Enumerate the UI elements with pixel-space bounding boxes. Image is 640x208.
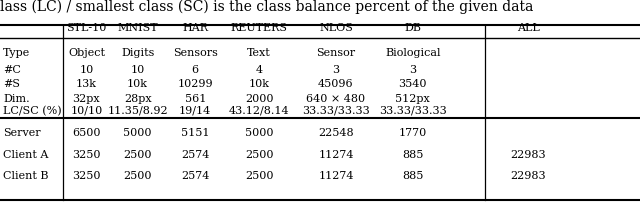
Text: 28px: 28px	[124, 94, 152, 104]
Text: MNIST: MNIST	[117, 23, 158, 33]
Text: 22548: 22548	[318, 128, 354, 138]
Text: Server: Server	[3, 128, 41, 138]
Text: 561: 561	[184, 94, 206, 104]
Text: 3540: 3540	[399, 79, 427, 89]
Text: 2500: 2500	[245, 150, 273, 160]
Text: 6: 6	[191, 65, 199, 75]
Text: 33.33/33.33: 33.33/33.33	[302, 106, 370, 116]
Text: 13k: 13k	[76, 79, 97, 89]
Text: 10k: 10k	[127, 79, 148, 89]
Text: 3: 3	[409, 65, 417, 75]
Text: Object: Object	[68, 48, 105, 58]
Text: 512px: 512px	[396, 94, 430, 104]
Text: 43.12/8.14: 43.12/8.14	[229, 106, 289, 116]
Text: #S: #S	[3, 79, 20, 89]
Text: #C: #C	[3, 65, 21, 75]
Text: 5151: 5151	[181, 128, 209, 138]
Text: 11.35/8.92: 11.35/8.92	[108, 106, 168, 116]
Text: 10/10: 10/10	[70, 106, 102, 116]
Text: REUTERS: REUTERS	[230, 23, 288, 33]
Text: Dim.: Dim.	[3, 94, 30, 104]
Text: 22983: 22983	[510, 171, 546, 181]
Text: 640 × 480: 640 × 480	[307, 94, 365, 104]
Text: 32px: 32px	[72, 94, 100, 104]
Text: 10k: 10k	[249, 79, 269, 89]
Text: 3: 3	[332, 65, 340, 75]
Text: ALL: ALL	[516, 23, 540, 33]
Text: LC/SC (%): LC/SC (%)	[3, 105, 62, 116]
Text: Digits: Digits	[121, 48, 154, 58]
Text: 10299: 10299	[177, 79, 213, 89]
Text: 1770: 1770	[399, 128, 427, 138]
Text: 3250: 3250	[72, 171, 100, 181]
Text: Text: Text	[247, 48, 271, 58]
Text: 2500: 2500	[245, 171, 273, 181]
Text: HAR: HAR	[182, 23, 208, 33]
Text: 45096: 45096	[318, 79, 354, 89]
Text: 6500: 6500	[72, 128, 100, 138]
Text: 19/14: 19/14	[179, 106, 211, 116]
Text: 10: 10	[79, 65, 93, 75]
Text: 885: 885	[402, 150, 424, 160]
Text: NLOS: NLOS	[319, 23, 353, 33]
Text: Sensor: Sensor	[316, 48, 356, 58]
Text: lass (LC) / smallest class (SC) is the class balance percent of the given data: lass (LC) / smallest class (SC) is the c…	[0, 0, 533, 15]
Text: Biological: Biological	[385, 48, 440, 58]
Text: STL-10: STL-10	[66, 23, 107, 33]
Text: Sensors: Sensors	[173, 48, 218, 58]
Text: 5000: 5000	[124, 128, 152, 138]
Text: 3250: 3250	[72, 150, 100, 160]
Text: 2574: 2574	[181, 171, 209, 181]
Text: 22983: 22983	[510, 150, 546, 160]
Text: 885: 885	[402, 171, 424, 181]
Text: 2574: 2574	[181, 150, 209, 160]
Text: Client A: Client A	[3, 150, 49, 160]
Text: 11274: 11274	[318, 171, 354, 181]
Text: 33.33/33.33: 33.33/33.33	[379, 106, 447, 116]
Text: 10: 10	[131, 65, 145, 75]
Text: Type: Type	[3, 48, 31, 58]
Text: 2500: 2500	[124, 150, 152, 160]
Text: 5000: 5000	[245, 128, 273, 138]
Text: DB: DB	[404, 23, 421, 33]
Text: 11274: 11274	[318, 150, 354, 160]
Text: 4: 4	[255, 65, 263, 75]
Text: Client B: Client B	[3, 171, 49, 181]
Text: 2500: 2500	[124, 171, 152, 181]
Text: 2000: 2000	[245, 94, 273, 104]
